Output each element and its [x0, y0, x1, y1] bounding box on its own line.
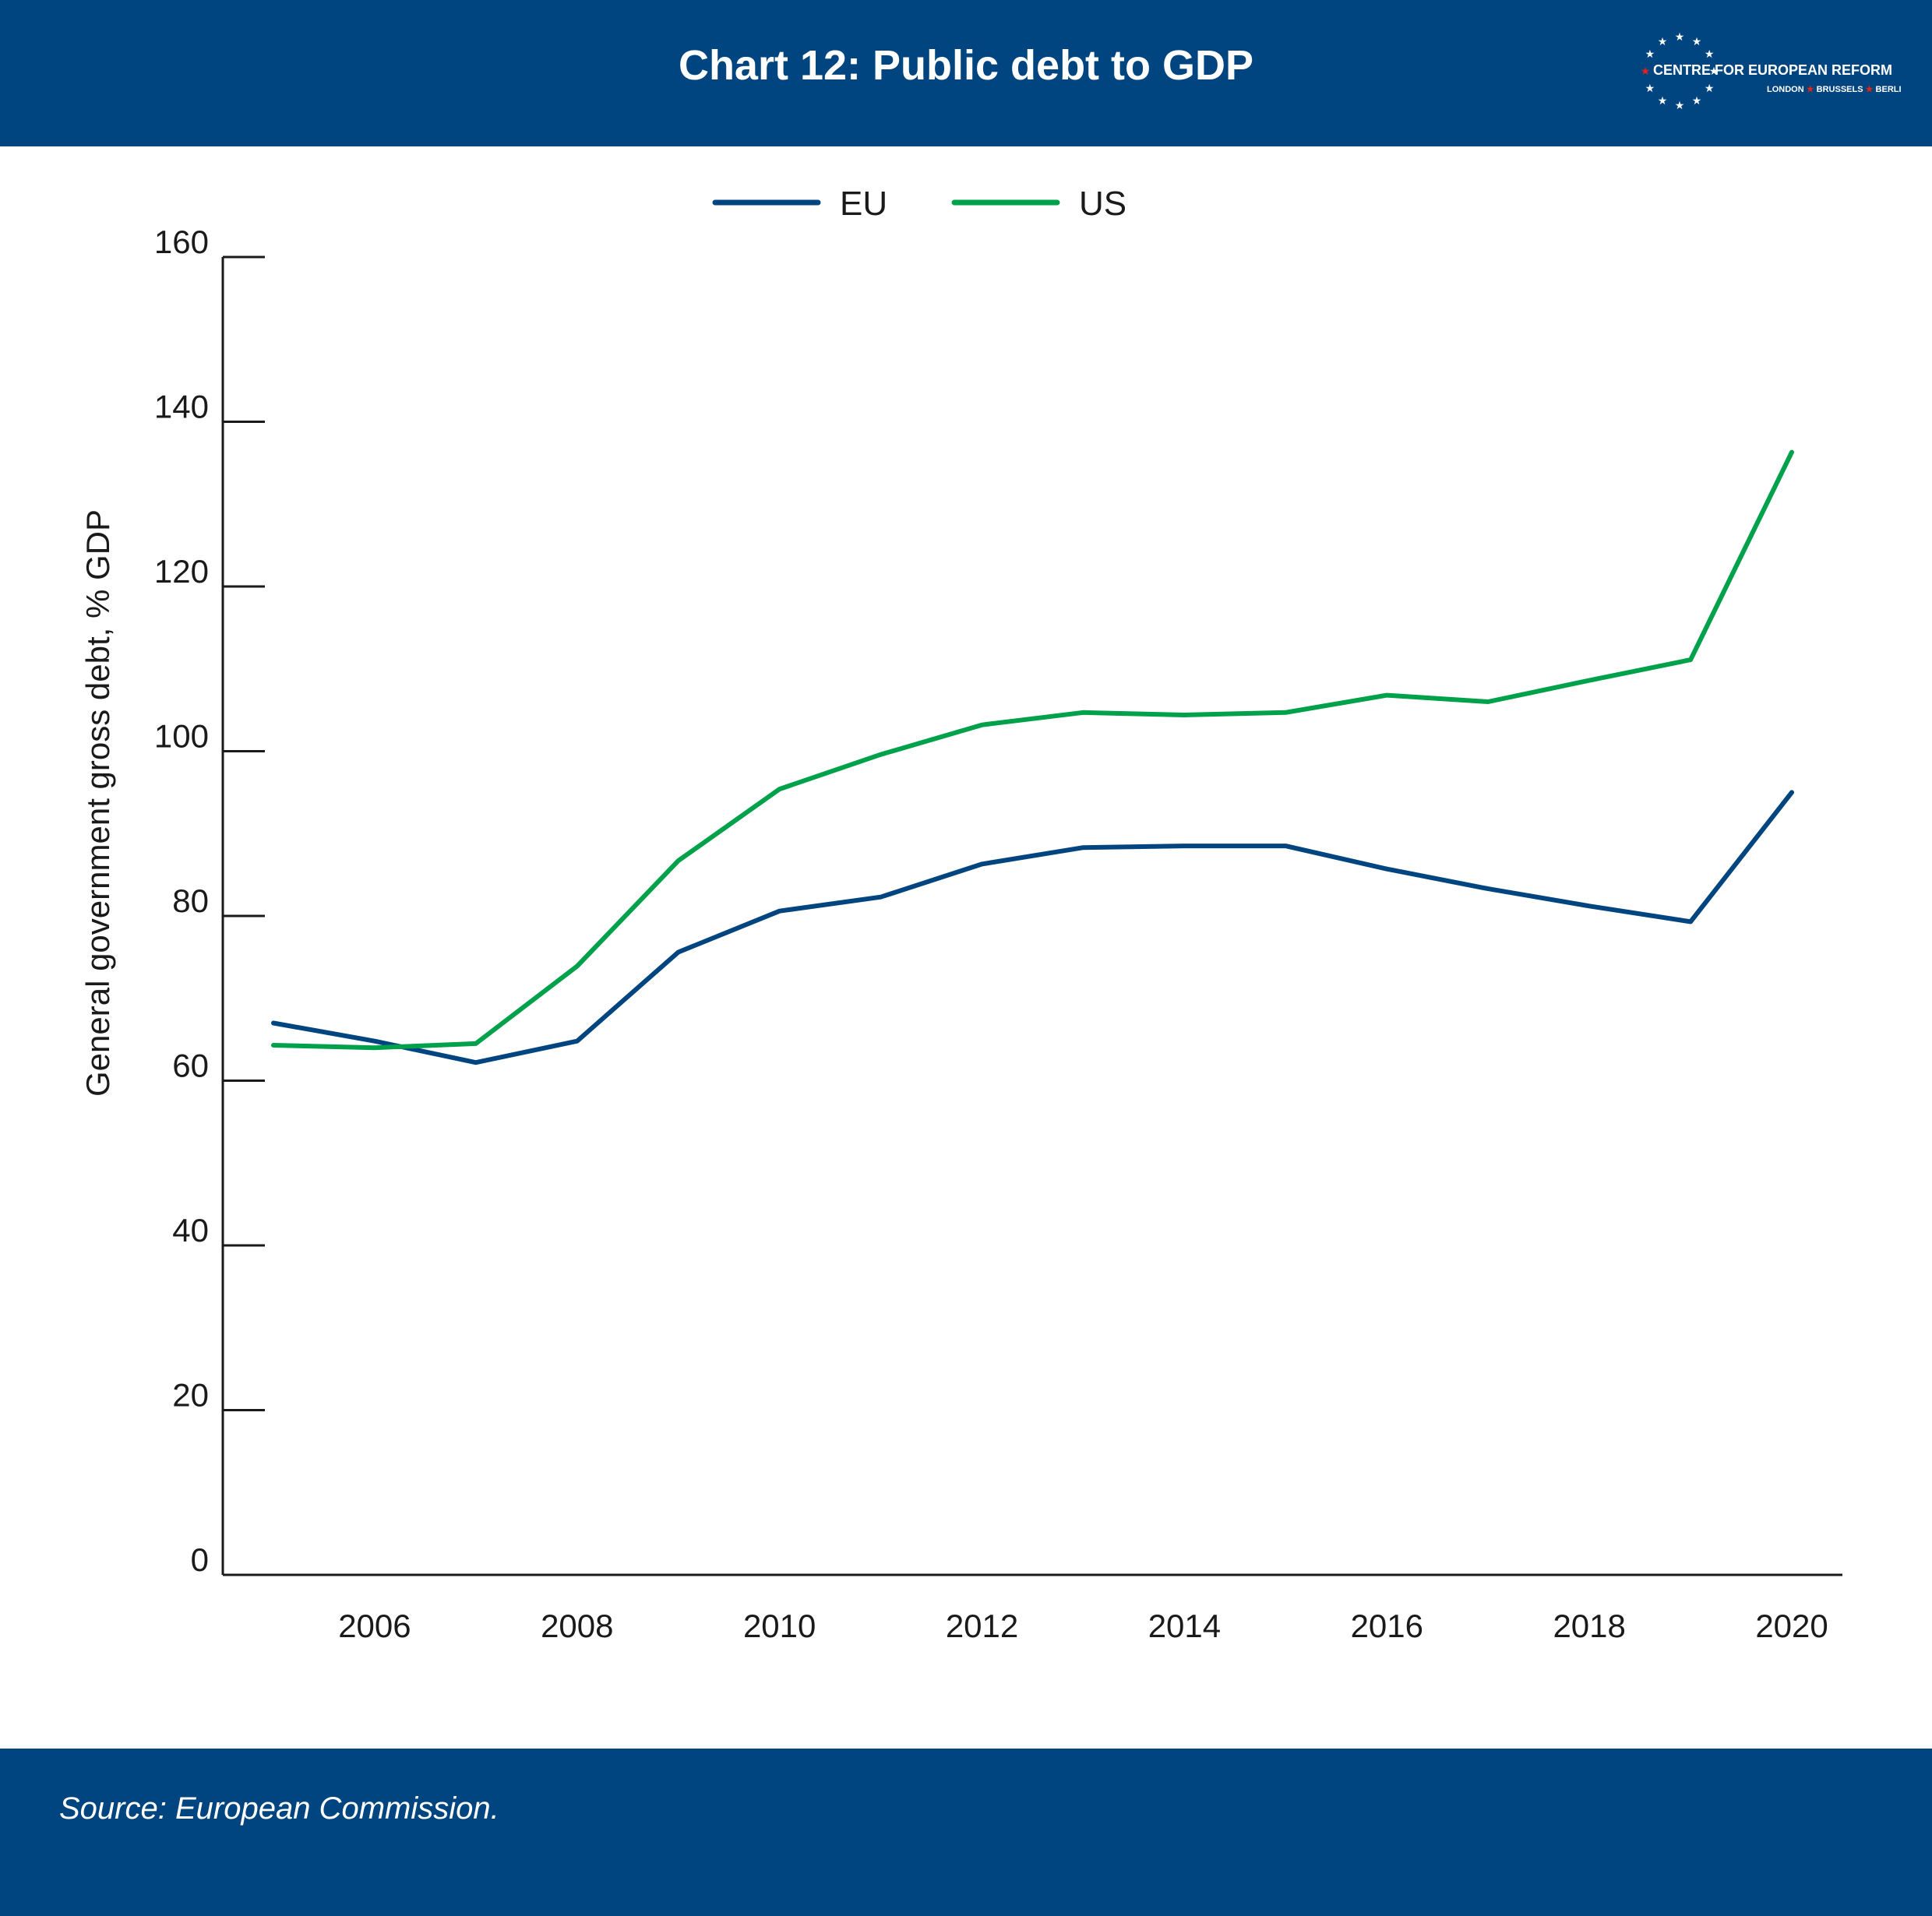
star-icon: ★	[1645, 83, 1655, 95]
star-icon: ★	[1675, 31, 1685, 44]
star-circle-icon: ★ ★★★★★★★★★★★	[1641, 31, 1719, 112]
y-tick-label: 60	[172, 1048, 209, 1084]
x-tick-label: 2010	[743, 1608, 816, 1644]
header-bar	[0, 0, 1932, 146]
star-icon: ★	[1658, 36, 1668, 48]
series-line-us	[271, 449, 1794, 1051]
legend-label-eu: EU	[840, 185, 887, 223]
cer-logo: ★ ★★★★★★★★★★★ CENTRE FOR EUROPEAN REFORM …	[1641, 31, 1901, 112]
star-icon: ★	[1705, 48, 1715, 61]
y-tick-label: 0	[191, 1541, 209, 1578]
footer-bar	[0, 1749, 1932, 1916]
star-icon: ★	[1709, 65, 1719, 78]
y-tick-label: 160	[154, 224, 209, 260]
star-icon: ★	[1641, 65, 1651, 78]
x-tick-label: 2020	[1755, 1608, 1828, 1644]
x-tick-label: 2014	[1148, 1608, 1221, 1644]
y-tick-label: 120	[154, 553, 209, 590]
x-tick-label: 2008	[541, 1608, 613, 1644]
star-icon: ★	[1692, 95, 1702, 107]
y-tick-label: 40	[172, 1212, 209, 1249]
chart-title: Chart 12: Public debt to GDP	[678, 42, 1254, 89]
star-icon: ★	[1692, 36, 1702, 48]
legend-label-us: US	[1079, 185, 1126, 223]
x-tick-label: 2016	[1351, 1608, 1423, 1644]
star-icon: ★	[1645, 48, 1655, 61]
y-tick-label: 80	[172, 882, 209, 919]
chart-legend: EU US	[712, 185, 1126, 223]
line-chart: EU US General government gross debt, % GD…	[79, 185, 1842, 1644]
x-tick-label: 2006	[338, 1608, 411, 1644]
x-tick-label: 2018	[1553, 1608, 1625, 1644]
chart-axes: 0 20 40 60 80 100 120 140 160 2006 2008 2010 2012 201…	[154, 224, 1842, 1644]
star-icon: ★	[1675, 100, 1685, 112]
chart-series	[271, 449, 1794, 1065]
x-tick-label: 2012	[946, 1608, 1018, 1644]
y-axis-label: General government gross debt, % GDP	[79, 509, 116, 1097]
star-icon: ★	[1705, 83, 1715, 95]
star-icon: ★	[1658, 95, 1668, 107]
y-tick-label: 20	[172, 1377, 209, 1414]
logo-cities: LONDON ★ BRUSSELS ★ BERLIN	[1767, 85, 1901, 94]
logo-name: CENTRE FOR EUROPEAN REFORM	[1653, 62, 1892, 78]
source-note: Source: European Commission.	[59, 1791, 499, 1826]
y-tick-label: 100	[154, 718, 209, 755]
y-tick-label: 140	[154, 389, 209, 425]
series-line-eu	[271, 790, 1794, 1065]
